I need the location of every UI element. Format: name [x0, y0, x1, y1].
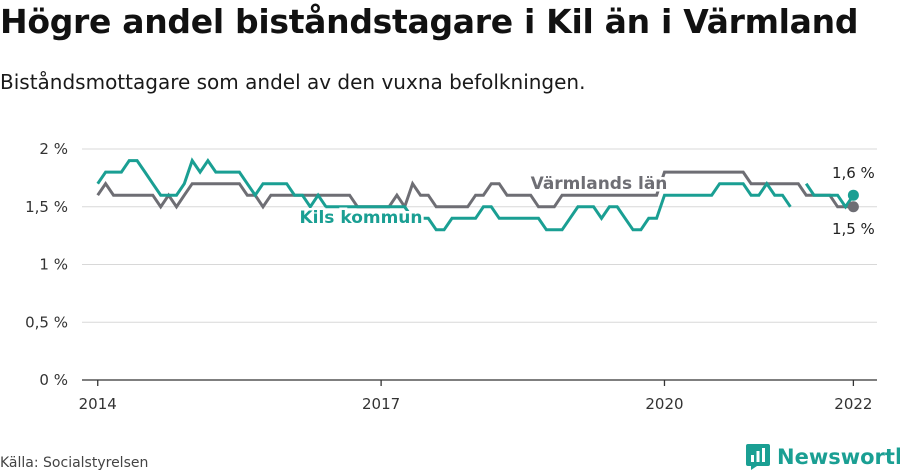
- series-line-varmland: [96, 170, 854, 211]
- brand-name: Newsworthy: [777, 445, 900, 469]
- gridlines: [82, 148, 877, 381]
- chart-title: Högre andel biståndstagare i Kil än i Vä…: [0, 2, 859, 41]
- newsworthy-logo-icon: [746, 444, 770, 470]
- y-tick-label: 1,5 %: [25, 198, 68, 216]
- series-lines: [96, 157, 855, 232]
- series-label-kil: Kils kommun: [299, 208, 422, 228]
- x-axis: 2014 2017 2020 2022: [79, 380, 872, 413]
- end-point-kil: [847, 189, 859, 201]
- x-tick-label: 2020: [645, 395, 683, 413]
- y-tick-label: 0,5 %: [25, 313, 68, 331]
- y-axis-ticks: 0 % 0,5 % 1 % 1,5 % 2 %: [25, 140, 68, 389]
- newsworthy-logo: Newsworthy: [745, 442, 900, 472]
- end-label-varmland: 1,5 %: [832, 220, 875, 238]
- series-line-kil: [804, 182, 855, 210]
- end-label-kil: 1,6 %: [832, 164, 875, 182]
- x-tick-label: 2014: [79, 395, 117, 413]
- y-tick-label: 2 %: [39, 140, 68, 158]
- end-point-varmland: [847, 201, 859, 213]
- y-tick-label: 0 %: [39, 371, 68, 389]
- series-labels: 1,6 % 1,5 % Värmlands län Kils kommun: [297, 164, 875, 238]
- chart-subtitle: Biståndsmottagare som andel av den vuxna…: [0, 70, 586, 94]
- x-tick-label: 2022: [834, 395, 872, 413]
- series-label-varmland: Värmlands län: [531, 174, 668, 194]
- source-note: Källa: Socialstyrelsen: [0, 455, 149, 471]
- series-line-kil: [96, 157, 792, 232]
- y-tick-label: 1 %: [39, 256, 68, 274]
- x-tick-label: 2017: [362, 395, 400, 413]
